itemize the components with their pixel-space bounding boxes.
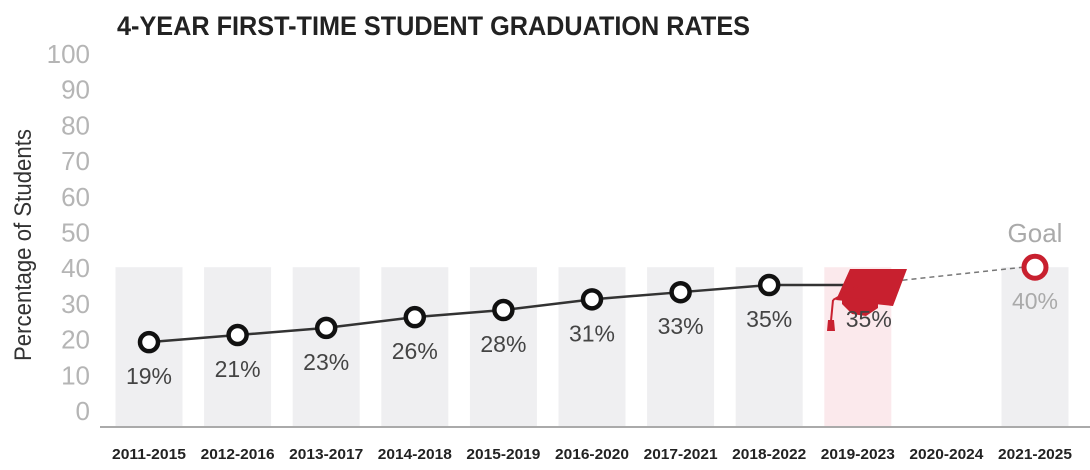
x-tick-label: 2017-2021 (644, 446, 718, 463)
column-background-2012-2016 (204, 267, 272, 427)
x-tick-label: 2015-2019 (466, 446, 540, 463)
x-axis-ticks: 2011-2015 2012-2016 2013-2017 2014-2018 2015… (112, 446, 1072, 463)
y-tick-label: 70 (61, 146, 90, 176)
data-point (669, 280, 692, 304)
data-point (757, 273, 781, 297)
y-tick-label: 80 (61, 110, 90, 140)
data-point (226, 323, 249, 347)
x-tick-label: 2021-2025 (998, 446, 1072, 463)
x-tick-label: 2016-2020 (555, 446, 629, 463)
data-label: 19% (126, 363, 172, 389)
x-tick-label: 2018-2022 (732, 446, 806, 463)
goal-marker-group: Goal 40% (1008, 218, 1063, 314)
data-point (492, 298, 515, 322)
x-tick-label: 2011-2015 (112, 446, 186, 463)
y-tick-label: 90 (61, 75, 90, 105)
y-tick-label: 40 (61, 253, 90, 283)
y-axis-ticks: 0 10 20 30 40 50 60 70 80 90 100 (47, 39, 90, 426)
x-tick-label: 2014-2018 (378, 446, 452, 463)
y-tick-label: 50 (61, 218, 90, 248)
y-tick-label: 60 (61, 182, 90, 212)
column-background-2015-2019 (469, 267, 537, 427)
data-label: 31% (569, 320, 615, 346)
data-label: 35% (846, 306, 892, 332)
data-point (137, 330, 161, 354)
x-tick-label: 2012-2016 (201, 446, 275, 463)
y-tick-label: 30 (61, 289, 90, 319)
x-tick-label: 2013-2017 (289, 446, 363, 463)
y-tick-label: 10 (61, 360, 90, 390)
data-label: 23% (303, 349, 349, 375)
data-label: 26% (392, 338, 438, 364)
chart-title: 4-YEAR FIRST-TIME STUDENT GRADUATION RAT… (117, 11, 750, 41)
data-label: 33% (658, 313, 704, 339)
y-axis-label: Percentage of Students (10, 129, 37, 361)
data-label: 21% (215, 356, 261, 382)
series-markers (137, 273, 781, 354)
data-label: 28% (480, 331, 526, 357)
column-backgrounds (115, 267, 1069, 427)
data-point (314, 316, 338, 340)
data-point (580, 288, 604, 311)
data-point (403, 305, 427, 329)
goal-label: Goal (1008, 218, 1063, 248)
y-tick-label: 100 (47, 39, 90, 69)
goal-value-label: 40% (1012, 288, 1058, 314)
column-background-2014-2018 (381, 267, 449, 427)
x-tick-label: 2020-2024 (909, 446, 984, 463)
y-tick-label: 0 (76, 396, 90, 426)
y-tick-label: 20 (61, 325, 90, 355)
column-background-2021-2025 (1001, 267, 1069, 427)
goal-marker (1021, 253, 1049, 281)
graduation-cap-icon (827, 269, 907, 331)
column-background-2013-2017 (292, 267, 360, 427)
data-labels: 19% 21% 23% 26% 28% 31% 33% 35% 35% (126, 306, 892, 389)
data-label: 35% (746, 306, 792, 332)
x-tick-label: 2019-2023 (821, 446, 895, 463)
